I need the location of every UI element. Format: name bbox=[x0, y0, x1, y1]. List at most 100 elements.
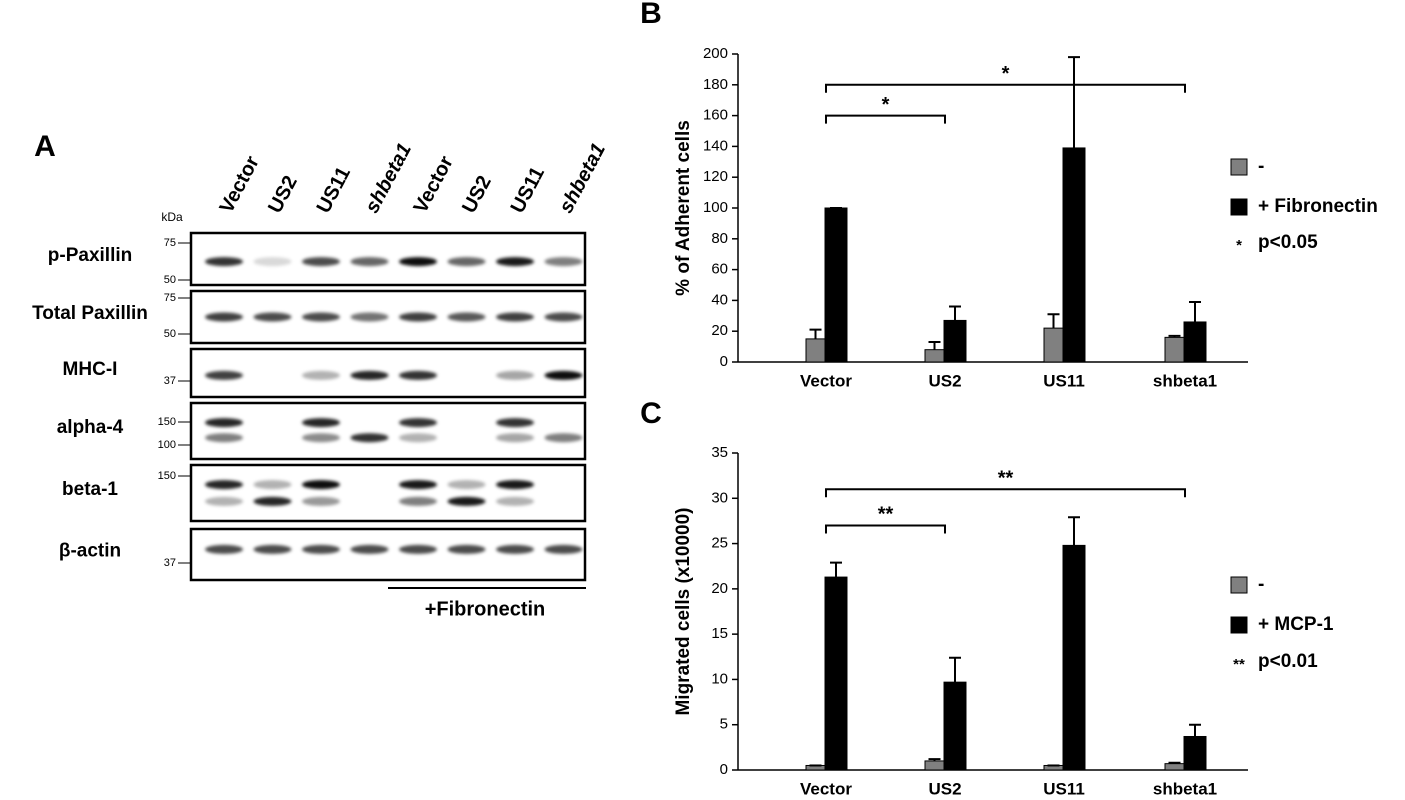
significance-label: ** bbox=[998, 468, 1014, 490]
band bbox=[544, 433, 583, 443]
error-bar bbox=[1189, 300, 1201, 322]
y-tick-label: 80 bbox=[711, 230, 728, 247]
band bbox=[350, 370, 389, 380]
lane-label: US2 bbox=[264, 172, 302, 217]
significance-text: p<0.01 bbox=[1258, 651, 1318, 672]
legend-swatch bbox=[1230, 158, 1248, 176]
lane-label: US2 bbox=[458, 172, 496, 217]
x-tick-label: Vector bbox=[800, 779, 852, 798]
significance-bracket bbox=[825, 114, 946, 124]
band bbox=[350, 544, 389, 554]
kda-marker: 37 bbox=[164, 557, 176, 569]
row-label: β-actin bbox=[59, 541, 121, 562]
band bbox=[205, 433, 243, 443]
y-tick-label: 35 bbox=[711, 444, 728, 461]
bar bbox=[824, 576, 848, 771]
kda-marker: 75 bbox=[164, 292, 176, 304]
bar bbox=[1164, 336, 1185, 363]
band bbox=[350, 257, 389, 267]
x-tick-label: shbeta1 bbox=[1153, 371, 1217, 390]
bar bbox=[1062, 147, 1086, 363]
y-tick-label: 40 bbox=[711, 291, 728, 308]
error-bar bbox=[928, 340, 941, 350]
band bbox=[302, 496, 340, 506]
y-tick-label: 10 bbox=[711, 670, 728, 687]
y-axis-title: Migrated cells (x10000) bbox=[673, 507, 694, 715]
band bbox=[205, 312, 243, 322]
kda-marker: 150 bbox=[158, 470, 176, 482]
bar bbox=[805, 338, 826, 363]
bar bbox=[1043, 327, 1064, 363]
error-bar bbox=[928, 758, 941, 761]
lane-label: US11 bbox=[313, 163, 355, 217]
band bbox=[496, 480, 534, 490]
y-tick-label: 25 bbox=[711, 535, 728, 552]
y-tick-label: 160 bbox=[703, 107, 728, 124]
bar bbox=[943, 319, 967, 363]
lane-label: US11 bbox=[507, 163, 549, 217]
error-bar bbox=[1189, 723, 1201, 737]
kda-label: kDa bbox=[161, 210, 183, 224]
bar bbox=[943, 681, 967, 771]
legend-swatch bbox=[1230, 576, 1248, 594]
kda-marker: 50 bbox=[164, 274, 176, 286]
kda-marker: 50 bbox=[164, 328, 176, 340]
legend-label: + MCP-1 bbox=[1258, 614, 1334, 635]
bar bbox=[1164, 763, 1185, 771]
lane-label: Vector bbox=[216, 152, 264, 217]
error-bar bbox=[949, 305, 961, 321]
panel-label: C bbox=[640, 397, 662, 430]
y-axis-title: % of Adherent cells bbox=[673, 120, 694, 296]
band bbox=[496, 496, 534, 506]
band bbox=[205, 480, 243, 490]
significance-label: ** bbox=[878, 504, 894, 526]
band bbox=[399, 418, 437, 428]
band bbox=[350, 433, 389, 443]
legend-label: + Fibronectin bbox=[1258, 196, 1378, 217]
bar bbox=[924, 349, 945, 363]
band bbox=[205, 544, 243, 554]
band bbox=[447, 480, 486, 490]
significance-symbol: * bbox=[1236, 237, 1242, 254]
band bbox=[496, 544, 534, 554]
band bbox=[399, 257, 437, 267]
y-tick-label: 180 bbox=[703, 76, 728, 93]
y-tick-label: 100 bbox=[703, 199, 728, 216]
significance-text: p<0.05 bbox=[1258, 232, 1318, 253]
y-tick-label: 140 bbox=[703, 137, 728, 154]
error-bar bbox=[1068, 56, 1080, 148]
band bbox=[544, 544, 583, 554]
legend-label: - bbox=[1258, 156, 1264, 177]
band bbox=[399, 370, 437, 380]
y-tick-label: 30 bbox=[711, 489, 728, 506]
y-tick-label: 60 bbox=[711, 261, 728, 278]
row-label: Total Paxillin bbox=[32, 303, 148, 324]
band bbox=[253, 312, 292, 322]
y-tick-label: 20 bbox=[711, 580, 728, 597]
band bbox=[447, 496, 486, 506]
kda-marker: 100 bbox=[158, 439, 176, 451]
error-bar bbox=[830, 561, 842, 578]
band bbox=[447, 312, 486, 322]
legend-swatch bbox=[1230, 198, 1248, 216]
error-bar bbox=[1168, 334, 1181, 338]
band bbox=[544, 370, 583, 380]
y-tick-label: 5 bbox=[720, 716, 728, 733]
x-tick-label: US2 bbox=[928, 371, 961, 390]
row-label: beta-1 bbox=[62, 479, 118, 500]
band bbox=[205, 257, 243, 267]
band bbox=[302, 480, 340, 490]
panel-label: B bbox=[640, 0, 662, 30]
band bbox=[253, 480, 292, 490]
band bbox=[399, 433, 437, 443]
band bbox=[205, 496, 243, 506]
row-label: MHC-I bbox=[63, 359, 118, 380]
band bbox=[302, 418, 340, 428]
bar bbox=[1183, 321, 1207, 363]
band bbox=[496, 433, 534, 443]
band bbox=[205, 418, 243, 428]
x-tick-label: Vector bbox=[800, 371, 852, 390]
band bbox=[205, 370, 243, 380]
significance-bracket bbox=[825, 83, 1186, 93]
